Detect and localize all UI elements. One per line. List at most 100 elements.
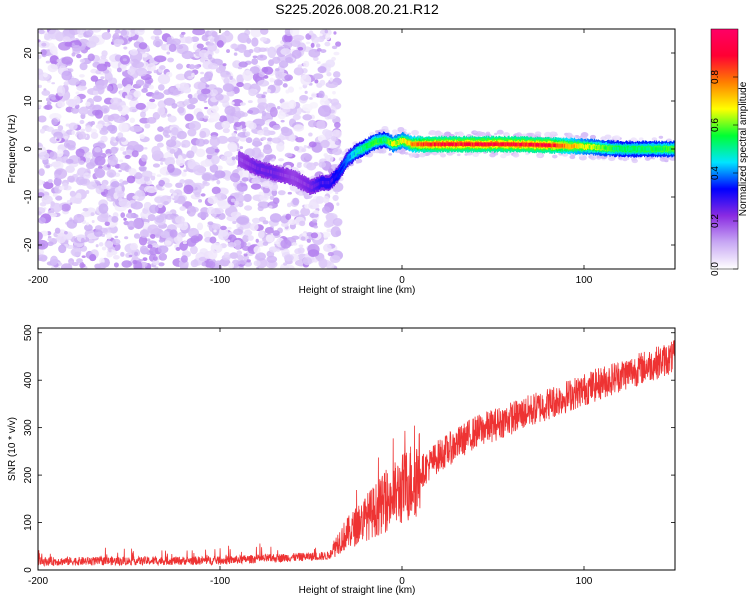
spectrogram-speckle — [182, 240, 188, 245]
spectrogram-speckle — [217, 200, 231, 210]
spectrogram-speckle — [196, 89, 202, 95]
spectrogram-speckle — [304, 90, 308, 94]
spectrogram-speckle — [658, 135, 664, 139]
spectrogram-ridge-core — [458, 142, 460, 146]
spectrogram-ridge-core — [402, 139, 405, 143]
spectrogram-speckle — [159, 65, 166, 70]
spectrogram-ridge-core — [496, 142, 498, 146]
spectrogram-ridge-core — [331, 178, 334, 182]
spectrogram-speckle — [78, 131, 87, 140]
spectrogram-speckle — [76, 258, 83, 264]
spectrogram-speckle — [293, 145, 300, 152]
spectrogram-speckle — [317, 105, 332, 117]
spectrogram-ridge-core — [303, 181, 305, 186]
spectrogram-speckle — [245, 137, 253, 144]
spectrogram-speckle — [78, 160, 85, 165]
spectrogram-speckle — [308, 48, 321, 58]
spectrogram-ridge-core — [421, 142, 423, 146]
spectrogram-speckle — [544, 131, 552, 138]
spectrogram-speckle — [135, 102, 146, 110]
spectrogram-speckle — [119, 159, 124, 163]
spectrogram-ridge-core — [250, 163, 253, 167]
spectrogram-ridge-core — [521, 142, 523, 147]
spectrogram-y-tick-label: 0 — [23, 146, 34, 152]
spectrogram-speckle — [318, 90, 325, 99]
spectrogram-ridge-core — [620, 147, 622, 151]
spectrogram-speckle — [182, 86, 192, 94]
spectrogram-ridge-core — [603, 146, 605, 150]
spectrogram-speckle — [222, 63, 227, 67]
spectrogram-speckle — [297, 162, 302, 165]
spectrogram-ridge-core — [410, 142, 412, 146]
spectrogram-ridge-core — [626, 147, 628, 151]
spectrogram-ridge-core — [572, 144, 574, 148]
spectrogram-speckle — [207, 221, 214, 226]
spectrogram-speckle — [107, 29, 111, 33]
spectrogram-speckle — [248, 88, 257, 97]
spectrogram-speckle — [74, 197, 83, 205]
spectrogram-speckle — [298, 86, 303, 90]
spectrogram-speckle — [57, 125, 64, 131]
spectrogram-speckle — [128, 167, 137, 176]
spectrogram-ridge-core — [281, 173, 284, 177]
spectrogram-ridge-core — [467, 142, 469, 146]
spectrogram-speckle — [288, 134, 296, 142]
spectrogram-speckle — [139, 229, 149, 238]
spectrogram-speckle — [276, 106, 281, 110]
spectrogram-speckle — [94, 155, 106, 166]
spectrogram-ridge-core — [629, 147, 631, 151]
spectrogram-speckle — [120, 251, 125, 257]
spectrogram-ridge-core — [446, 142, 448, 146]
spectrogram-speckle — [272, 230, 280, 236]
spectrogram-ridge-core — [248, 162, 250, 166]
spectrogram-speckle — [244, 131, 251, 137]
spectrogram-speckle — [332, 91, 336, 95]
spectrogram-ridge-core — [582, 144, 584, 149]
spectrogram-speckle — [295, 137, 305, 143]
spectrogram-speckle — [94, 109, 104, 119]
spectrogram-speckle — [64, 231, 68, 235]
spectrogram-ridge-core — [574, 144, 577, 148]
spectrogram-speckle — [158, 238, 165, 243]
spectrogram-ridge-core — [578, 144, 580, 149]
spectrogram-speckle — [119, 162, 130, 171]
spectrogram-ridge-core — [501, 142, 503, 146]
spectrogram-speckle — [246, 259, 251, 263]
spectrogram-ridge-core — [482, 142, 485, 146]
spectrogram-speckle — [525, 152, 530, 156]
spectrogram-speckle — [262, 220, 269, 225]
spectrogram-speckle — [171, 127, 179, 136]
spectrogram-ridge-core — [656, 147, 658, 151]
spectrogram-ridge-core — [595, 145, 598, 150]
spectrogram-ridge-core — [599, 145, 601, 150]
spectrogram-speckle — [53, 177, 62, 186]
spectrogram-ridge-core — [456, 142, 458, 146]
spectrogram-speckle — [267, 137, 273, 142]
spectrogram-ridge-core — [442, 142, 445, 146]
spectrogram-y-tick-label: -20 — [23, 237, 34, 252]
spectrogram-speckle — [85, 29, 94, 36]
spectrogram-speckle — [411, 129, 420, 136]
spectrogram-ridge-core — [566, 144, 568, 148]
spectrogram-speckle — [229, 172, 241, 183]
spectrogram-ridge-core — [606, 146, 608, 150]
spectrogram-ridge-core — [299, 179, 301, 183]
spectrogram-speckle — [160, 162, 164, 165]
spectrogram-speckle — [211, 154, 220, 165]
spectrogram-ridge-core — [352, 152, 355, 156]
spectrogram-speckle — [49, 113, 62, 121]
spectrogram-speckle — [90, 132, 99, 140]
spectrogram-speckle — [180, 132, 184, 137]
spectrogram-ridge-core — [537, 143, 539, 147]
spectrogram-speckle — [49, 151, 58, 160]
spectrogram-speckle — [106, 124, 116, 132]
spectrogram-ridge-core — [470, 142, 472, 146]
spectrogram-ridge-core — [562, 144, 564, 148]
spectrogram-speckle — [252, 137, 261, 148]
spectrogram-speckle — [123, 217, 127, 221]
spectrogram-ridge-core — [590, 145, 592, 149]
spectrogram-speckle — [205, 84, 210, 88]
spectrogram-speckle — [250, 183, 262, 190]
spectrogram-speckle — [139, 134, 145, 140]
